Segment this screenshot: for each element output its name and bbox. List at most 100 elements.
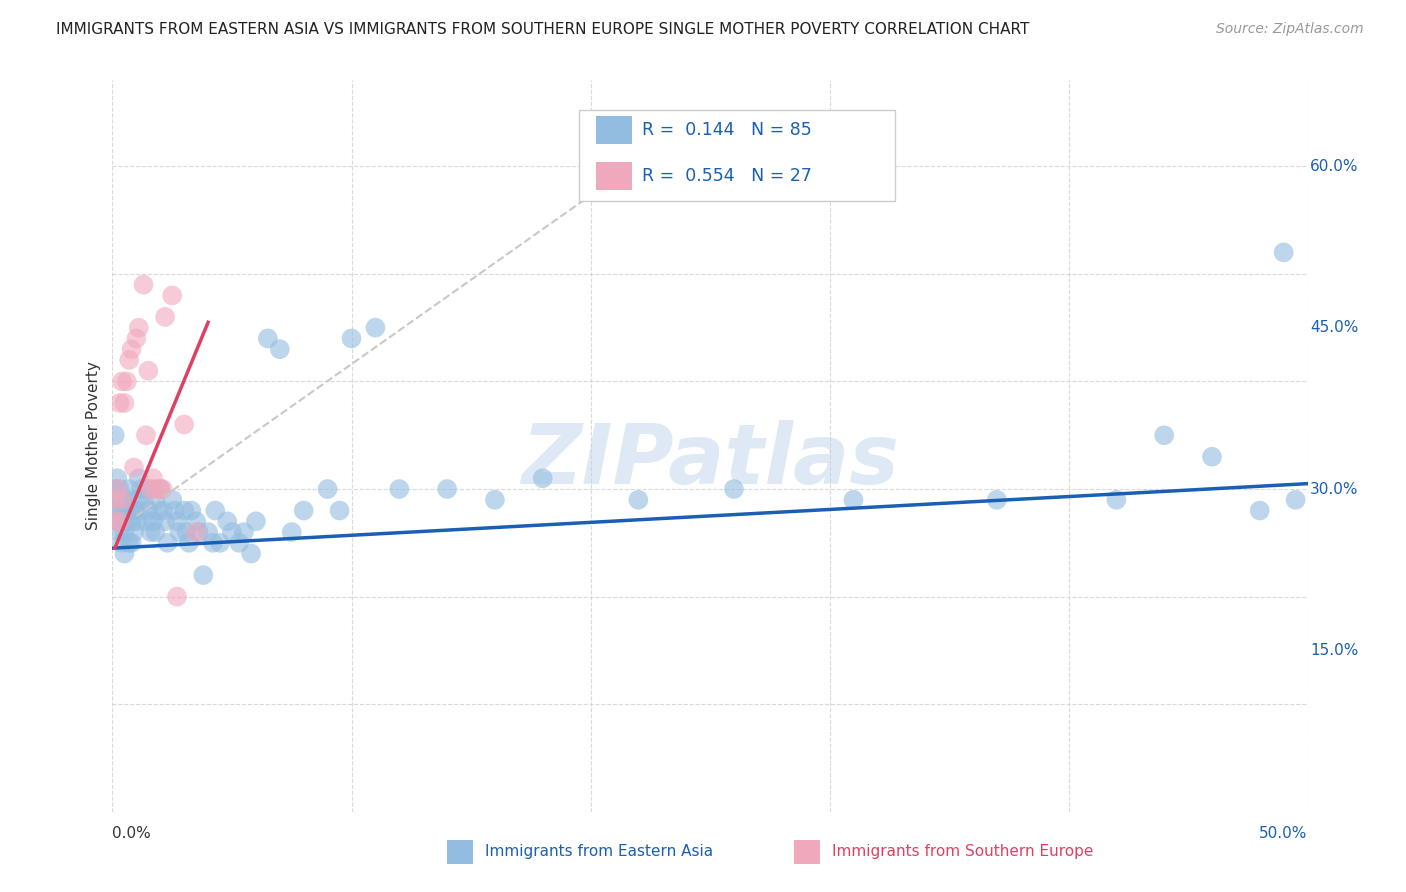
- Point: [138, 482, 160, 496]
- Point: [132, 277, 155, 292]
- Text: 15.0%: 15.0%: [1310, 643, 1358, 658]
- Point: [111, 375, 134, 389]
- Point: [316, 482, 339, 496]
- Point: [173, 503, 195, 517]
- Point: [1201, 450, 1223, 464]
- Point: [122, 503, 145, 517]
- Point: [142, 471, 165, 485]
- Point: [1249, 503, 1271, 517]
- Point: [104, 482, 127, 496]
- Point: [149, 482, 172, 496]
- Point: [138, 503, 160, 517]
- Point: [111, 536, 134, 550]
- Point: [104, 503, 127, 517]
- Point: [115, 514, 138, 528]
- Point: [176, 524, 198, 539]
- Point: [484, 492, 506, 507]
- Text: 60.0%: 60.0%: [1310, 159, 1358, 174]
- Point: [108, 396, 131, 410]
- FancyBboxPatch shape: [596, 116, 633, 144]
- Point: [108, 514, 131, 528]
- Point: [166, 590, 188, 604]
- Point: [108, 524, 131, 539]
- Point: [193, 568, 215, 582]
- Point: [114, 503, 135, 517]
- Point: [153, 310, 176, 324]
- Point: [153, 514, 176, 528]
- Point: [221, 524, 243, 539]
- Point: [118, 503, 141, 517]
- Point: [128, 503, 150, 517]
- Text: Source: ZipAtlas.com: Source: ZipAtlas.com: [1216, 22, 1364, 37]
- Point: [388, 482, 411, 496]
- Point: [118, 536, 141, 550]
- Point: [111, 492, 134, 507]
- Point: [125, 331, 148, 345]
- Point: [627, 492, 650, 507]
- Point: [292, 503, 315, 517]
- Text: R =  0.144   N = 85: R = 0.144 N = 85: [643, 121, 811, 139]
- Point: [125, 492, 148, 507]
- Point: [128, 471, 150, 485]
- Point: [108, 503, 131, 517]
- Point: [142, 514, 165, 528]
- Point: [162, 492, 183, 507]
- Text: IMMIGRANTS FROM EASTERN ASIA VS IMMIGRANTS FROM SOUTHERN EUROPE SINGLE MOTHER PO: IMMIGRANTS FROM EASTERN ASIA VS IMMIGRAN…: [56, 22, 1029, 37]
- Text: 30.0%: 30.0%: [1310, 482, 1358, 497]
- Point: [1105, 492, 1128, 507]
- Point: [118, 482, 141, 496]
- Point: [115, 375, 138, 389]
- Point: [135, 514, 157, 528]
- Point: [169, 524, 191, 539]
- Point: [281, 524, 304, 539]
- Point: [135, 428, 157, 442]
- Point: [118, 353, 141, 368]
- Text: Immigrants from Southern Europe: Immigrants from Southern Europe: [832, 845, 1094, 860]
- Point: [186, 524, 208, 539]
- Point: [187, 524, 209, 539]
- Point: [108, 482, 131, 496]
- Text: ZIPatlas: ZIPatlas: [522, 420, 898, 501]
- Point: [145, 524, 167, 539]
- Point: [1153, 428, 1175, 442]
- Point: [177, 536, 200, 550]
- Point: [1285, 492, 1308, 507]
- Point: [122, 524, 145, 539]
- Point: [723, 482, 745, 496]
- Point: [197, 524, 219, 539]
- Point: [531, 471, 554, 485]
- Point: [1272, 245, 1295, 260]
- FancyBboxPatch shape: [447, 840, 474, 863]
- Point: [105, 471, 128, 485]
- Y-axis label: Single Mother Poverty: Single Mother Poverty: [86, 361, 101, 531]
- Point: [105, 492, 128, 507]
- Point: [121, 514, 143, 528]
- Text: 0.0%: 0.0%: [112, 826, 152, 841]
- Point: [149, 482, 172, 496]
- Point: [145, 492, 167, 507]
- FancyBboxPatch shape: [793, 840, 820, 863]
- Point: [173, 417, 195, 432]
- Point: [232, 524, 256, 539]
- Point: [328, 503, 352, 517]
- Point: [240, 547, 263, 561]
- Point: [138, 364, 160, 378]
- Point: [104, 428, 127, 442]
- Text: 45.0%: 45.0%: [1310, 320, 1358, 335]
- Point: [114, 524, 135, 539]
- Point: [128, 320, 150, 334]
- Point: [139, 524, 162, 539]
- Point: [217, 514, 239, 528]
- Point: [129, 482, 152, 496]
- Text: Immigrants from Eastern Asia: Immigrants from Eastern Asia: [485, 845, 713, 860]
- Point: [121, 342, 143, 356]
- Point: [121, 536, 143, 550]
- Point: [146, 503, 169, 517]
- Point: [111, 492, 134, 507]
- Point: [139, 482, 162, 496]
- Point: [166, 514, 188, 528]
- Point: [986, 492, 1008, 507]
- Point: [208, 536, 231, 550]
- Point: [842, 492, 865, 507]
- Point: [162, 288, 183, 302]
